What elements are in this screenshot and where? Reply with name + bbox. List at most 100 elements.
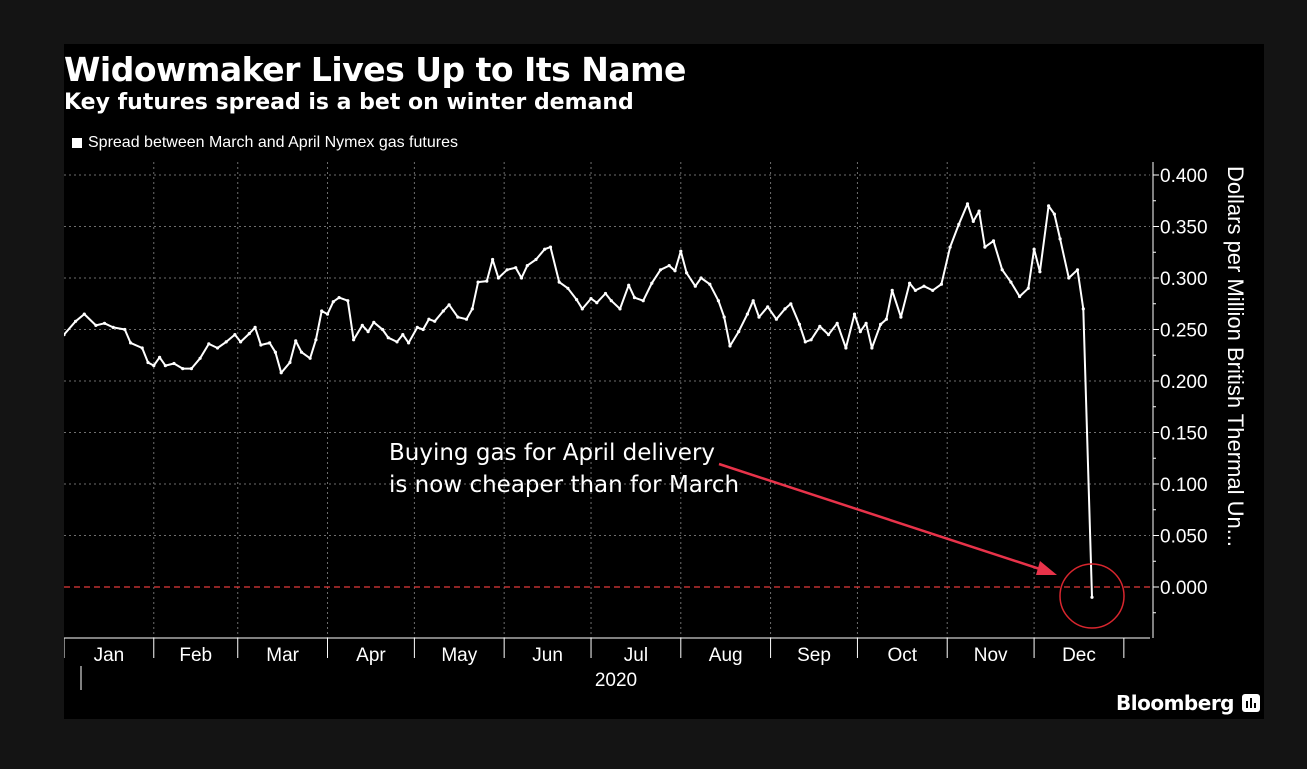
y-tick-label: 0.000 (1160, 578, 1208, 599)
data-point (395, 340, 399, 344)
x-tick-label: Dec (1062, 645, 1096, 666)
data-point (239, 340, 243, 344)
data-point (485, 279, 489, 283)
data-point (557, 280, 561, 284)
data-point (809, 338, 813, 342)
data-point (505, 268, 509, 272)
data-point (977, 209, 981, 213)
legend-label: Spread between March and April Nymex gas… (88, 134, 458, 151)
data-point (380, 327, 385, 332)
data-point (1038, 270, 1042, 274)
x-tick-label: Jun (532, 645, 563, 666)
data-point (983, 245, 987, 249)
y-tick-label: 0.200 (1160, 372, 1208, 393)
data-point (288, 360, 292, 365)
data-point (102, 321, 107, 325)
data-point (922, 284, 926, 288)
legend: Spread between March and April Nymex gas… (72, 134, 458, 152)
chart-card: Widowmaker Lives Up to Its Name Key futu… (64, 44, 1264, 719)
x-tick-label: Oct (888, 645, 918, 666)
brand-name: Bloomberg (1116, 691, 1234, 715)
data-point (757, 315, 761, 319)
data-point (181, 367, 185, 371)
data-point (308, 356, 312, 360)
data-point (618, 307, 622, 311)
data-point (525, 264, 529, 268)
line-chart: 0.400 0.350 0.300 0.250 0.200 0.150 0.100 0.050… (64, 162, 1248, 691)
data-point (1009, 280, 1013, 284)
x-tick-label: Nov (974, 645, 1008, 666)
data-point (685, 271, 689, 275)
data-point (496, 276, 500, 280)
brand-logo: Bloomberg (1116, 691, 1260, 715)
data-point (908, 281, 912, 285)
data-point (737, 330, 741, 334)
data-point (1018, 294, 1022, 299)
data-point (589, 297, 593, 301)
data-point (111, 325, 115, 329)
data-point (948, 245, 952, 249)
data-point (415, 325, 419, 329)
data-point (407, 341, 411, 345)
y-tick-label: 0.150 (1160, 424, 1208, 445)
y-axis-title: Dollars per Million British Thermal Un..… (1223, 166, 1248, 547)
data-point (279, 371, 283, 375)
data-point (632, 296, 637, 300)
annotation-arrow (718, 462, 1050, 574)
data-point (864, 321, 868, 325)
data-point (189, 367, 193, 371)
data-point (320, 309, 324, 313)
data-point (650, 281, 654, 285)
data-point (519, 276, 524, 280)
data-point (580, 307, 584, 311)
data-point (803, 340, 807, 344)
data-point (774, 317, 779, 321)
chart-title: Widowmaker Lives Up to Its Name (64, 50, 686, 89)
x-axis-label: 2020 (595, 670, 637, 691)
data-point (152, 364, 156, 368)
bloomberg-terminal-icon (1242, 694, 1260, 712)
data-point (728, 344, 732, 348)
data-point (1032, 247, 1036, 251)
data-point (172, 361, 176, 366)
x-tick-label: Aug (709, 645, 743, 666)
x-tick-label: Jul (624, 645, 648, 666)
data-point (884, 317, 889, 321)
data-point (421, 327, 425, 332)
data-point (158, 355, 162, 359)
y-tick-label: 0.250 (1160, 321, 1208, 342)
data-point (575, 298, 579, 302)
data-point (82, 312, 86, 316)
data-point (74, 319, 78, 323)
data-point (198, 356, 202, 360)
data-point (1026, 286, 1030, 290)
data-point (716, 299, 721, 303)
data-point (346, 299, 350, 303)
data-point (658, 268, 663, 272)
data-point (844, 346, 848, 350)
data-point (603, 291, 608, 296)
data-point (835, 321, 839, 325)
data-point (94, 323, 98, 327)
data-point (273, 350, 277, 354)
annotation-arrowhead (1036, 561, 1057, 575)
data-point (447, 303, 451, 307)
data-point (331, 300, 335, 304)
y-tick-label: 0.050 (1160, 527, 1208, 548)
data-point (253, 325, 257, 329)
data-point (386, 336, 390, 340)
data-point (971, 219, 975, 223)
data-point (890, 288, 894, 292)
data-point (337, 296, 341, 300)
x-tick-label: Apr (356, 645, 386, 666)
data-point (1081, 307, 1085, 311)
data-point (789, 302, 793, 306)
data-point (1047, 204, 1051, 208)
data-point (783, 307, 787, 311)
y-tick-label: 0.350 (1160, 218, 1208, 239)
data-point (470, 307, 474, 311)
data-point (826, 333, 831, 337)
data-point (534, 257, 538, 262)
data-point (259, 343, 263, 347)
data-point (146, 360, 150, 365)
